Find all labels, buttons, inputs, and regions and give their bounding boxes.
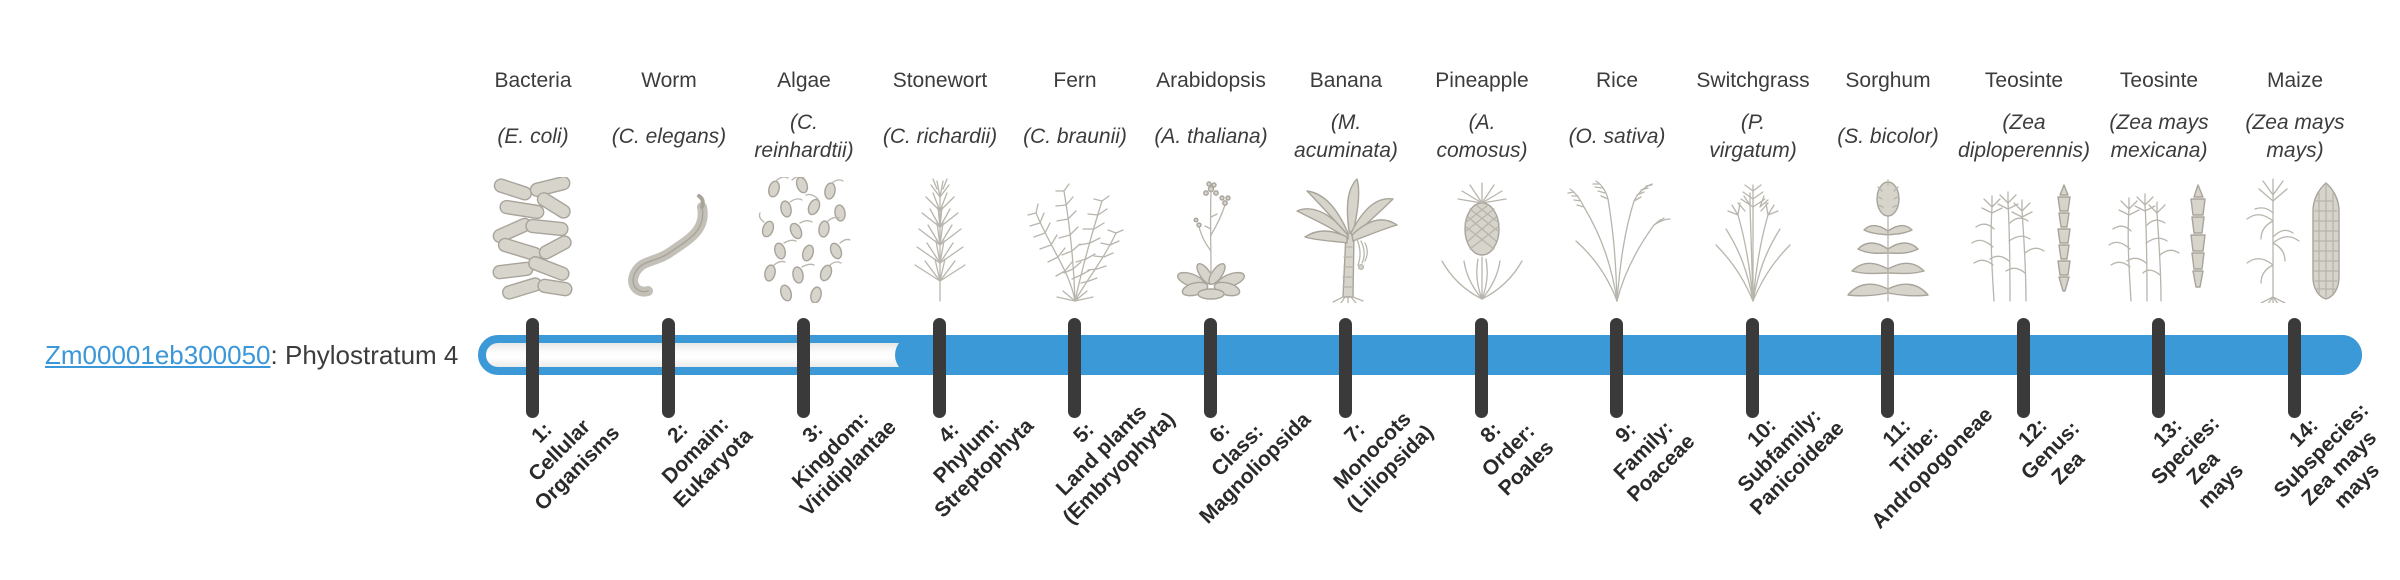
- teosinte-icon: [2094, 170, 2224, 303]
- organism-name-sorghum: Sorghum: [1845, 69, 1931, 92]
- tax-label-2: 2: Domain: Eukaryota: [657, 412, 758, 513]
- sci-name-worm: (C. elegans): [611, 125, 727, 148]
- tax-label-4: 4: Phylum: Streptophyta: [929, 413, 1039, 523]
- organism-name-switchgrass: Switchgrass: [1696, 69, 1810, 92]
- tick-mark-6: [1204, 318, 1217, 418]
- sci-name-pineapple: (A. comosus): [1436, 111, 1528, 162]
- tick-mark-4: [933, 318, 946, 418]
- maize-icon: [2230, 170, 2360, 303]
- sorghum-icon: [1823, 170, 1953, 303]
- rice-icon: [1552, 170, 1682, 303]
- gene-id-link[interactable]: Zm00001eb300050: [45, 340, 271, 370]
- sci-name-banana: (M. acuminata): [1294, 111, 1398, 162]
- tick-mark-5: [1068, 318, 1081, 418]
- worm-icon: [604, 170, 734, 303]
- organism-name-banana: Banana: [1309, 69, 1383, 92]
- algae-icon: [739, 170, 869, 303]
- pineapple-icon: [1417, 170, 1547, 303]
- tick-mark-1: [526, 318, 539, 418]
- fern-icon: [1010, 170, 1140, 303]
- tax-label-5: 5: Land plants (Embryophyta): [1051, 400, 1180, 529]
- phylostratum-bar: [478, 335, 2362, 375]
- tick-mark-9: [1610, 318, 1623, 418]
- sci-name-sorghum: (S. bicolor): [1837, 125, 1939, 148]
- banana-icon: [1281, 170, 1411, 303]
- teosinte-icon: [1959, 170, 2089, 303]
- tick-mark-12: [2017, 318, 2030, 418]
- sci-name-fern: (C. braunii): [1023, 125, 1127, 148]
- sci-name-teosinte-2: (Zea mays mexicana): [2109, 111, 2209, 162]
- sci-name-bacteria: (E. coli): [497, 125, 569, 148]
- sci-name-stonewort: (C. richardii): [882, 125, 998, 148]
- tax-label-13: 13: Species: Zea mays: [2146, 411, 2248, 514]
- gene-label-suffix: : Phylostratum 4: [270, 340, 459, 370]
- tick-mark-7: [1339, 318, 1352, 418]
- bacteria-icon: [468, 170, 598, 303]
- gene-label: Zm00001eb300050: Phylostratum 4: [45, 338, 458, 372]
- tick-mark-8: [1475, 318, 1488, 418]
- tick-mark-13: [2152, 318, 2165, 418]
- organism-name-arabidopsis: Arabidopsis: [1156, 69, 1266, 92]
- tax-label-10: 10: Subfamily: Panicoideae: [1733, 404, 1849, 520]
- organism-name-fern: Fern: [1053, 69, 1097, 92]
- organism-name-stonewort: Stonewort: [892, 69, 988, 92]
- tax-label-8: 8: Order: Poales: [1476, 418, 1559, 501]
- organism-name-algae: Algae: [777, 69, 831, 92]
- stonewort-icon: [875, 170, 1005, 303]
- tick-mark-14: [2288, 318, 2301, 418]
- tax-label-12: 12: Genus: Zea: [2013, 413, 2090, 490]
- tax-label-1: 1: Cellular Organisms: [524, 415, 625, 516]
- organism-name-bacteria: Bacteria: [494, 69, 572, 92]
- sci-name-switchgrass: (P. virgatum): [1709, 111, 1797, 162]
- organism-name-teosinte-2: Teosinte: [2119, 69, 2199, 92]
- sci-name-algae: (C. reinhardtii): [754, 111, 854, 162]
- sci-name-teosinte-1: (Zea diploperennis): [1958, 111, 2090, 162]
- tick-mark-3: [797, 318, 810, 418]
- organism-name-maize: Maize: [2266, 69, 2324, 92]
- sci-name-rice: (O. sativa): [1568, 125, 1666, 148]
- phylostratum-bar-fill: [895, 335, 2362, 375]
- sci-name-maize: (Zea mays mays): [2245, 111, 2345, 162]
- organism-name-rice: Rice: [1595, 69, 1638, 92]
- tax-label-6: 6: Class: Magnoliopsida: [1195, 408, 1316, 529]
- organism-name-teosinte-1: Teosinte: [1984, 69, 2064, 92]
- sci-name-arabidopsis: (A. thaliana): [1154, 125, 1268, 148]
- tax-label-3: 3: Kingdom: Viridiplantae: [787, 407, 901, 521]
- tax-label-11: 11: Tribe: Andropogoneae: [1867, 403, 1998, 534]
- tick-mark-10: [1746, 318, 1759, 418]
- arabidopsis-icon: [1146, 170, 1276, 303]
- tax-label-7: 7: Monocots (Liliopsida): [1329, 407, 1438, 516]
- tax-label-14: 14: Subspecies: Zea mays mays: [2269, 398, 2384, 513]
- switchgrass-icon: [1688, 170, 1818, 303]
- tax-label-9: 9: Family: Poaceae: [1609, 416, 1700, 507]
- organism-name-worm: Worm: [641, 69, 697, 92]
- tick-mark-2: [662, 318, 675, 418]
- tick-mark-11: [1881, 318, 1894, 418]
- organism-name-pineapple: Pineapple: [1435, 69, 1529, 92]
